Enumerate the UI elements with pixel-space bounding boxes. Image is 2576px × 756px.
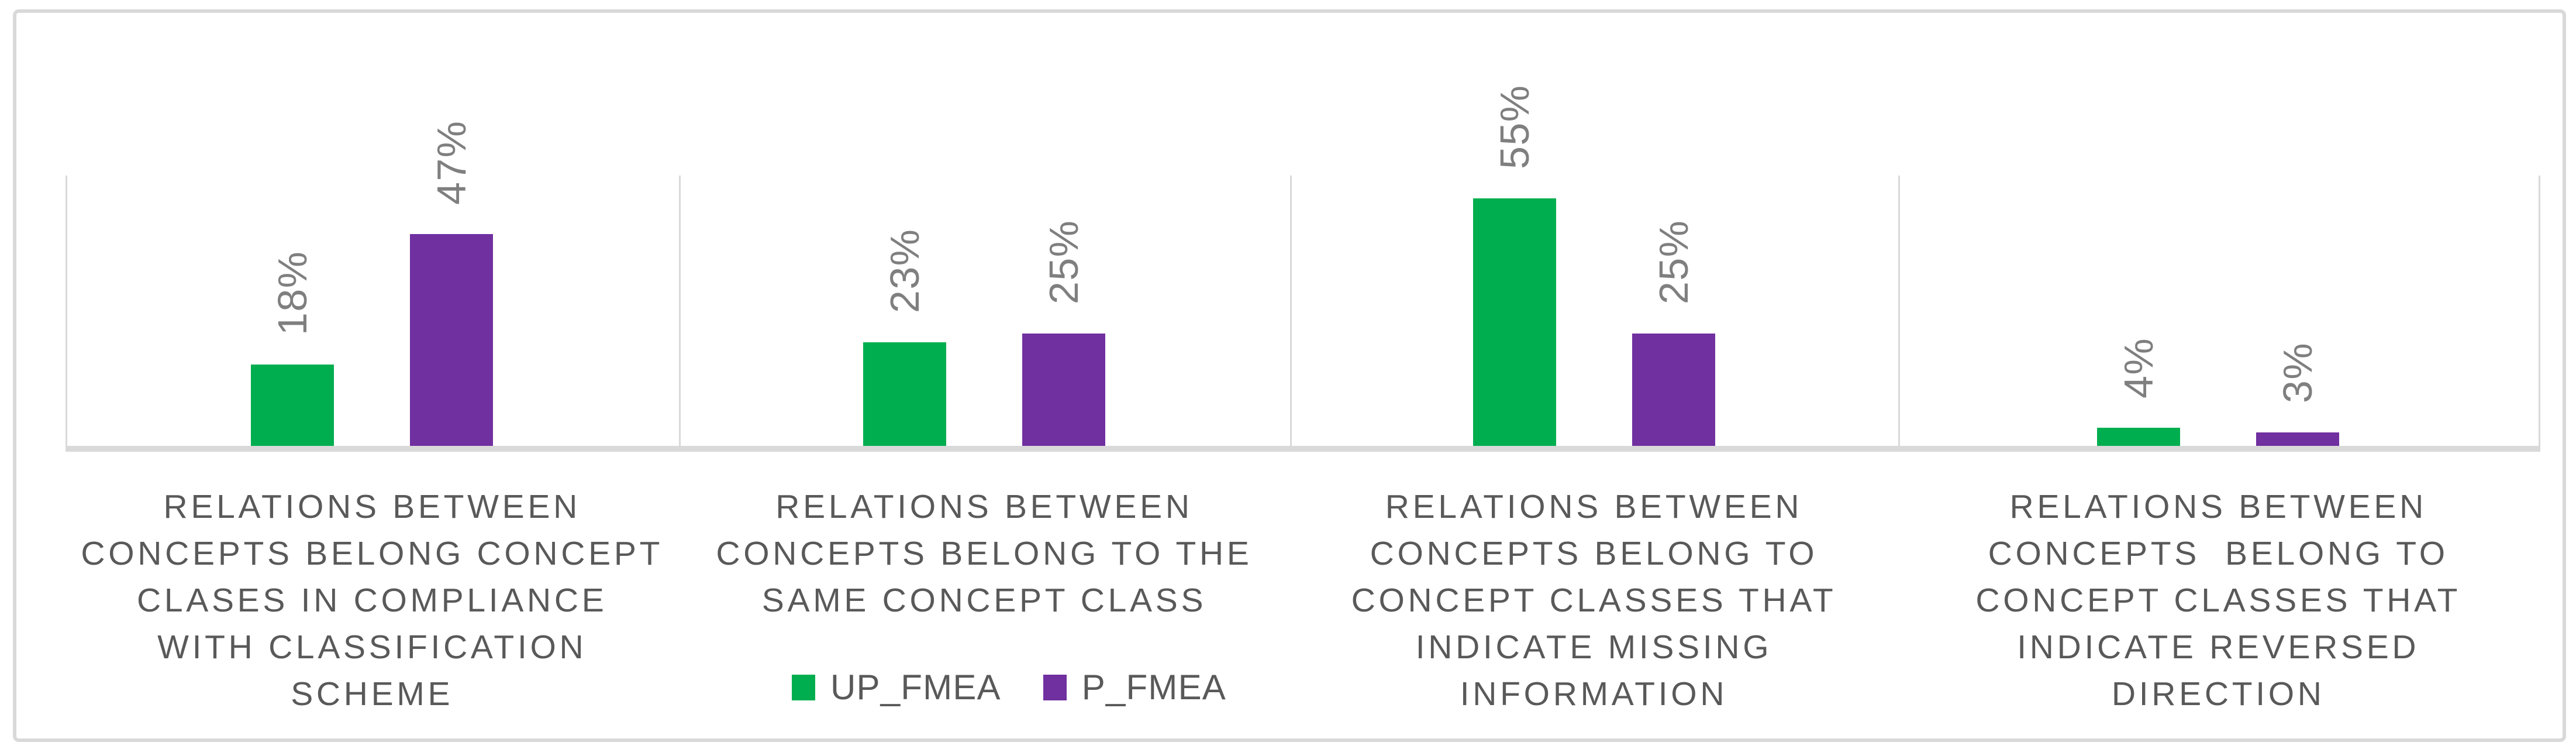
bar-p_fmea-category1 <box>410 234 494 446</box>
category-label-line: SAME CONCEPT CLASS <box>761 582 1207 619</box>
data-label-up_fmea-category1: 18% <box>270 251 316 336</box>
data-label-p_fmea-category4: 3% <box>2275 342 2321 403</box>
category-axis-label-4: RELATIONS BETWEEN CONCEPTS BELONG TO CONCE… <box>1898 483 2539 717</box>
category-label-line: RELATIONS BETWEEN <box>1385 488 1803 525</box>
data-label-up_fmea-category2: 23% <box>882 228 927 313</box>
legend-swatch-up_fmea <box>791 674 815 700</box>
legend-label-up_fmea: UP_FMEA <box>830 668 1001 707</box>
category-label-line: CONCEPTS BELONG CONCEPT <box>81 535 664 572</box>
category-axis-label-3: RELATIONS BETWEEN CONCEPTS BELONG TO CONCE… <box>1290 483 1898 717</box>
bar-up_fmea-category1 <box>251 365 334 446</box>
category-label-line: RELATIONS BETWEEN <box>775 488 1193 525</box>
bar-up_fmea-category4 <box>2097 428 2181 446</box>
legend: UP_FMEA P_FMEA <box>679 667 1340 707</box>
category-label-line: INDICATE MISSING <box>1415 628 1772 666</box>
category-label-line: CONCEPT CLASSES THAT <box>1975 582 2461 619</box>
category-separator-line <box>1289 176 1292 446</box>
legend-item-up_fmea: UP_FMEA <box>791 667 1001 707</box>
category-label-line: RELATIONS BETWEEN <box>163 488 581 525</box>
category-axis-line <box>65 446 2540 452</box>
category-label-line: RELATIONS BETWEEN <box>2009 488 2427 525</box>
data-label-p_fmea-category2: 25% <box>1041 219 1087 304</box>
category-separator-line <box>2539 176 2540 446</box>
data-label-up_fmea-category3: 55% <box>1491 84 1537 169</box>
category-label-line: INDICATE REVERSED <box>2017 628 2420 666</box>
category-label-line: WITH CLASSIFICATION <box>157 628 587 666</box>
category-label-line: CONCEPTS BELONG TO <box>1370 535 1818 572</box>
category-label-line: DIRECTION <box>2111 675 2325 713</box>
category-label-line: CONCEPT CLASSES THAT <box>1351 582 1837 619</box>
category-label-line: CONCEPTS BELONG TO <box>1988 535 2449 572</box>
data-label-p_fmea-category3: 25% <box>1650 219 1696 304</box>
legend-label-p_fmea: P_FMEA <box>1081 668 1227 707</box>
category-label-line: SCHEME <box>291 675 454 713</box>
bar-up_fmea-category3 <box>1473 198 1556 446</box>
bar-p_fmea-category4 <box>2256 432 2340 446</box>
bar-p_fmea-category2 <box>1022 333 1105 446</box>
data-label-up_fmea-category4: 4% <box>2116 338 2162 399</box>
category-separator-line <box>1898 176 1900 446</box>
category-label-line: INFORMATION <box>1460 675 1728 713</box>
legend-item-p_fmea: P_FMEA <box>1043 667 1226 707</box>
data-label-p_fmea-category1: 47% <box>429 120 475 205</box>
category-separator-line <box>678 176 681 446</box>
category-axis-label-1: RELATIONS BETWEEN CONCEPTS BELONG CONCEPT… <box>65 483 679 717</box>
legend-swatch-p_fmea <box>1043 674 1067 700</box>
bar-p_fmea-category3 <box>1632 333 1715 446</box>
category-separator-line <box>65 176 67 446</box>
category-label-line: CONCEPTS BELONG TO THE <box>716 535 1253 572</box>
category-axis-label-2: RELATIONS BETWEEN CONCEPTS BELONG TO THE S… <box>679 483 1290 624</box>
category-label-line: CLASES IN COMPLIANCE <box>136 582 608 619</box>
bar-up_fmea-category2 <box>863 342 946 446</box>
